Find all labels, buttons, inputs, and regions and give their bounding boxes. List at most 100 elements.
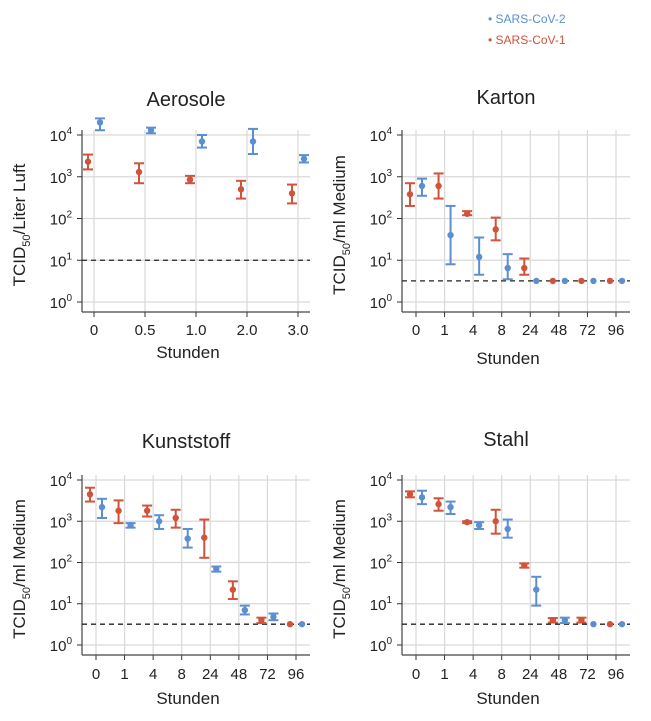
x-axis-label: Stunden [156, 689, 219, 708]
data-point [155, 518, 163, 525]
y-tick-label: 104 [370, 126, 393, 145]
data-point [618, 277, 626, 285]
x-tick-label: 4 [149, 666, 157, 683]
data-point [198, 138, 206, 145]
series-sars-cov-1 [83, 153, 297, 205]
data-point [418, 182, 426, 190]
data-point [127, 522, 134, 529]
data-point [172, 514, 179, 522]
x-tick-label: 8 [498, 322, 506, 339]
data-point [241, 606, 249, 614]
data-point [606, 620, 614, 628]
data-point [504, 525, 511, 533]
legend-marker: • [488, 12, 493, 26]
data-point [590, 620, 597, 628]
data-point [549, 616, 557, 624]
legend-marker: • [488, 33, 493, 47]
chart-title: Stahl [483, 429, 529, 451]
data-point [96, 119, 104, 126]
chart-title: Aerosole [147, 89, 226, 111]
x-tick-label: 48 [231, 666, 248, 683]
data-point [578, 277, 585, 285]
data-point [435, 500, 442, 508]
data-point [406, 491, 414, 498]
data-point [184, 535, 191, 542]
series-sars-cov-2 [97, 497, 306, 628]
chart-title: Kunststoff [142, 431, 231, 453]
y-tick-label: 103 [50, 168, 73, 187]
data-point [213, 565, 220, 573]
y-tick-label: 102 [50, 210, 73, 229]
series-sars-cov-2 [417, 489, 626, 628]
data-point [201, 534, 208, 541]
x-tick-label: 1 [120, 666, 128, 683]
data-point [533, 277, 540, 285]
x-tick-label: 0.5 [135, 322, 156, 339]
y-tick-label: 102 [50, 554, 73, 573]
data-point [135, 168, 143, 176]
data-point [418, 494, 426, 501]
legend-label: SARS-CoV-2 [495, 12, 566, 26]
y-tick-label: 104 [50, 471, 73, 490]
y-tick-label: 102 [370, 554, 393, 573]
x-tick-label: 2.0 [237, 322, 258, 339]
y-tick-label: 100 [50, 293, 73, 312]
series-sars-cov-1 [405, 172, 614, 285]
series-sars-cov-1 [85, 486, 294, 628]
x-tick-label: 8 [498, 666, 506, 683]
data-point [447, 231, 454, 239]
y-axis-label: TCID50/ml Medium [10, 499, 33, 639]
x-tick-label: 48 [551, 322, 568, 339]
data-point [521, 562, 528, 569]
x-tick-label: 4 [469, 322, 477, 339]
y-tick-label: 101 [50, 251, 73, 270]
data-point [492, 226, 499, 233]
data-point [549, 277, 557, 285]
data-point [186, 176, 194, 183]
data-point [143, 507, 151, 514]
legend-item-sars-cov-1: • SARS-CoV-1 [488, 30, 566, 51]
x-tick-label: 3.0 [288, 322, 309, 339]
series-sars-cov-1 [405, 490, 614, 628]
legend-label: SARS-CoV-1 [495, 33, 566, 47]
data-point [258, 616, 265, 624]
x-axis-label: Stunden [476, 689, 539, 708]
y-tick-label: 101 [370, 595, 393, 614]
data-point [249, 138, 257, 145]
data-point [300, 155, 308, 162]
x-tick-label: 96 [608, 322, 625, 339]
data-point [533, 586, 540, 593]
x-tick-label: 1 [440, 666, 448, 683]
data-point [406, 191, 414, 198]
y-tick-label: 103 [370, 168, 393, 187]
chart-panel-aerosole: 100 101 102 103 104 0 0.5 1.0 2.0 3.0 Aerosole Stun… [10, 89, 310, 362]
y-tick-label: 100 [50, 636, 73, 655]
data-point [606, 277, 614, 285]
x-tick-label: 1 [440, 322, 448, 339]
x-tick-label: 0 [412, 666, 420, 683]
data-point [435, 182, 442, 190]
data-point [504, 264, 511, 272]
data-point [270, 613, 277, 621]
x-tick-label: 0 [90, 322, 98, 339]
y-tick-label: 102 [370, 210, 393, 229]
x-tick-label: 72 [579, 322, 596, 339]
x-tick-label: 24 [202, 666, 219, 683]
y-tick-label: 103 [50, 512, 73, 531]
data-point [447, 503, 454, 511]
plot-area [82, 475, 310, 655]
series-sars-cov-2 [95, 117, 309, 164]
y-tick-label: 103 [370, 512, 393, 531]
y-tick-label: 101 [50, 595, 73, 614]
data-point [115, 507, 122, 514]
data-point [286, 620, 294, 628]
y-tick-label: 100 [370, 636, 393, 655]
x-tick-label: 0 [412, 322, 420, 339]
chart-title: Karton [477, 87, 536, 109]
x-tick-label: 0 [92, 666, 100, 683]
data-point [463, 518, 471, 526]
x-tick-label: 4 [469, 666, 477, 683]
